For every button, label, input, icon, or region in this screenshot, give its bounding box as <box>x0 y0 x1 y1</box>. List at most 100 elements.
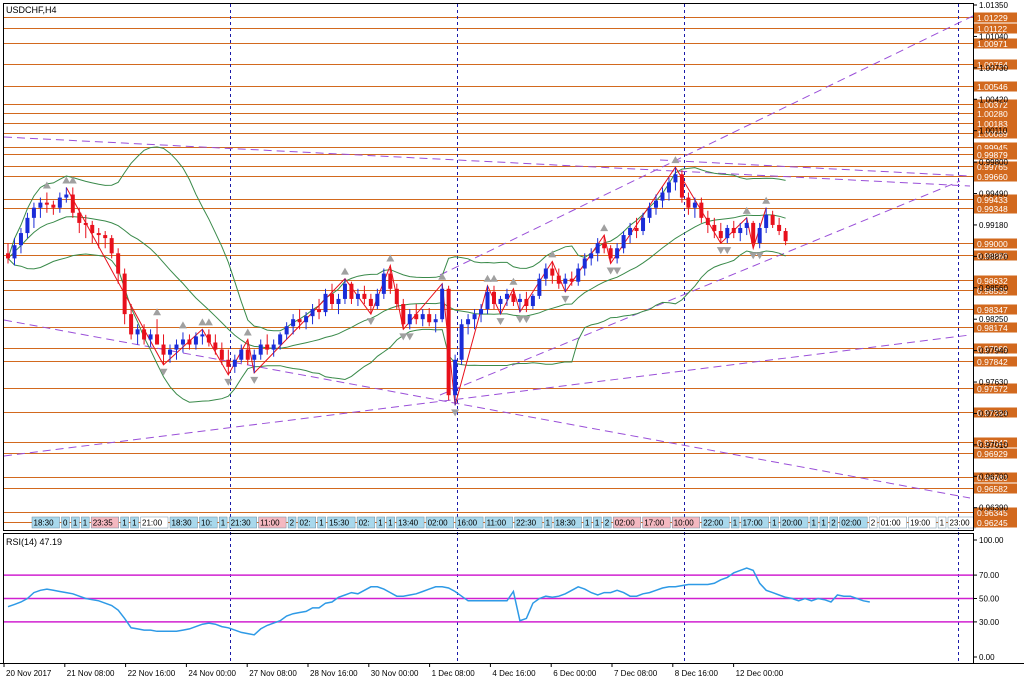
candle-body-down <box>77 212 82 223</box>
session-tag-label: 20:00 <box>782 519 803 528</box>
level-label: 0.97043 <box>977 438 1008 448</box>
level-label-bg <box>974 171 1017 182</box>
session-tag-bg <box>199 516 218 529</box>
level-label-bg <box>974 128 1017 139</box>
candle-body-up <box>498 298 503 304</box>
candle-body-up <box>12 245 17 259</box>
level-label-bg <box>974 108 1017 119</box>
level-label-bg <box>974 250 1017 261</box>
fractal-down-marker <box>755 252 764 260</box>
price-tick-label: 0.98870 <box>979 252 1008 261</box>
price-tick-label: 0.97010 <box>979 441 1008 450</box>
candle-body-down <box>608 248 613 259</box>
candle-body-down <box>362 293 367 299</box>
fractal-up-marker <box>438 272 447 280</box>
candle-body-down <box>783 231 788 242</box>
fractal-up-marker <box>762 196 771 204</box>
session-tag-bg <box>583 516 592 529</box>
candle-body-down <box>705 217 710 225</box>
candle-body-down <box>388 273 393 289</box>
session-tag-label: 10:00 <box>674 519 695 528</box>
time-label: 6 Dec 00:00 <box>553 669 597 678</box>
fractal-down-marker <box>716 247 725 255</box>
session-tag-label: 1 <box>378 519 383 528</box>
candle-body-down <box>777 224 782 232</box>
candle-body-up <box>615 248 620 259</box>
candle-body-up <box>239 349 244 360</box>
session-tag-bg <box>31 516 60 529</box>
candle-body-down <box>414 314 419 320</box>
level-label: 0.99000 <box>977 239 1008 249</box>
level-label: 0.97969 <box>977 344 1008 354</box>
candle-body-up <box>453 359 458 396</box>
session-tag-bg <box>868 516 878 529</box>
rsi-panel <box>4 567 973 636</box>
candle-body-up <box>291 319 296 327</box>
level-label-bg <box>974 38 1017 49</box>
candle-body-down <box>129 314 134 335</box>
candle-body-up <box>725 227 730 239</box>
price-tick-label: 0.97940 <box>979 347 1008 356</box>
level-label-bg <box>974 118 1017 129</box>
session-tag-label: 1 <box>132 519 137 528</box>
level-label: 0.99879 <box>977 150 1008 160</box>
candle-body-down <box>556 275 561 284</box>
fractal-up-marker <box>198 318 207 326</box>
time-label: 7 Dec 08:00 <box>614 669 658 678</box>
candle-body-down <box>103 235 108 239</box>
fractal-down-marker <box>522 316 531 324</box>
candle-body-up <box>278 334 283 345</box>
chart-frame <box>0 3 1024 664</box>
candle-body-up <box>537 278 542 296</box>
candle-body-down <box>245 349 250 360</box>
time-label: 1 Dec 08:00 <box>432 669 476 678</box>
trend-line <box>439 180 961 396</box>
fractal-down-marker <box>515 316 524 324</box>
candle-body-up <box>168 349 172 355</box>
session-tag-label: 1 <box>388 519 393 528</box>
candle-body-up <box>479 309 484 315</box>
level-label: 1.01229 <box>977 13 1008 23</box>
level-label: 0.98632 <box>977 276 1008 286</box>
level-label-bg <box>974 483 1017 494</box>
level-label: 0.96245 <box>977 518 1008 528</box>
candle-body-down <box>116 253 121 274</box>
session-tag-label: 23:00 <box>950 519 971 528</box>
level-label: 0.99348 <box>977 204 1008 214</box>
candle-body-up <box>504 293 509 299</box>
level-label-bg <box>974 59 1017 70</box>
candle-body-down <box>699 202 704 218</box>
candle-body-down <box>96 233 101 236</box>
level-label: 0.96582 <box>977 484 1008 494</box>
candle-body-up <box>420 314 425 320</box>
session-tag-label: 22:00 <box>703 519 724 528</box>
level-label-bg <box>974 285 1017 296</box>
session-tag-label: 1 <box>772 519 777 528</box>
session-tag-bg <box>120 516 129 529</box>
fractal-up-marker <box>483 274 492 282</box>
session-tag-bg <box>908 516 937 529</box>
candle-body-down <box>751 222 756 244</box>
price-tick-label: 0.96700 <box>979 472 1008 481</box>
fractal-up-marker <box>600 224 609 232</box>
candle-body-up <box>576 268 581 282</box>
price-tick-label: 0.99800 <box>979 158 1008 167</box>
candle-body-down <box>550 268 555 276</box>
candle-body-down <box>297 319 302 323</box>
session-tag-label: 11:00 <box>487 519 507 528</box>
session-tag-bg <box>71 516 80 529</box>
candle-body-up <box>38 202 43 208</box>
session-tag-bg <box>642 516 671 529</box>
candle-body-down <box>686 197 691 208</box>
candle-body-down <box>446 288 451 396</box>
level-label-bg <box>974 343 1017 354</box>
price-tick-label: 1.01350 <box>979 1 1008 10</box>
price-tick-label: 0.97320 <box>979 409 1008 418</box>
candle-body-down <box>122 273 127 315</box>
level-label-bg <box>974 203 1017 214</box>
candle-body-down <box>44 202 49 205</box>
candle-body-up <box>764 214 769 228</box>
candle-body-down <box>70 194 75 213</box>
session-tags: 18:30 0 1 1 23:35 1 1 21:00 18:30 10: 1 21:30 11:00 2… <box>31 516 976 529</box>
